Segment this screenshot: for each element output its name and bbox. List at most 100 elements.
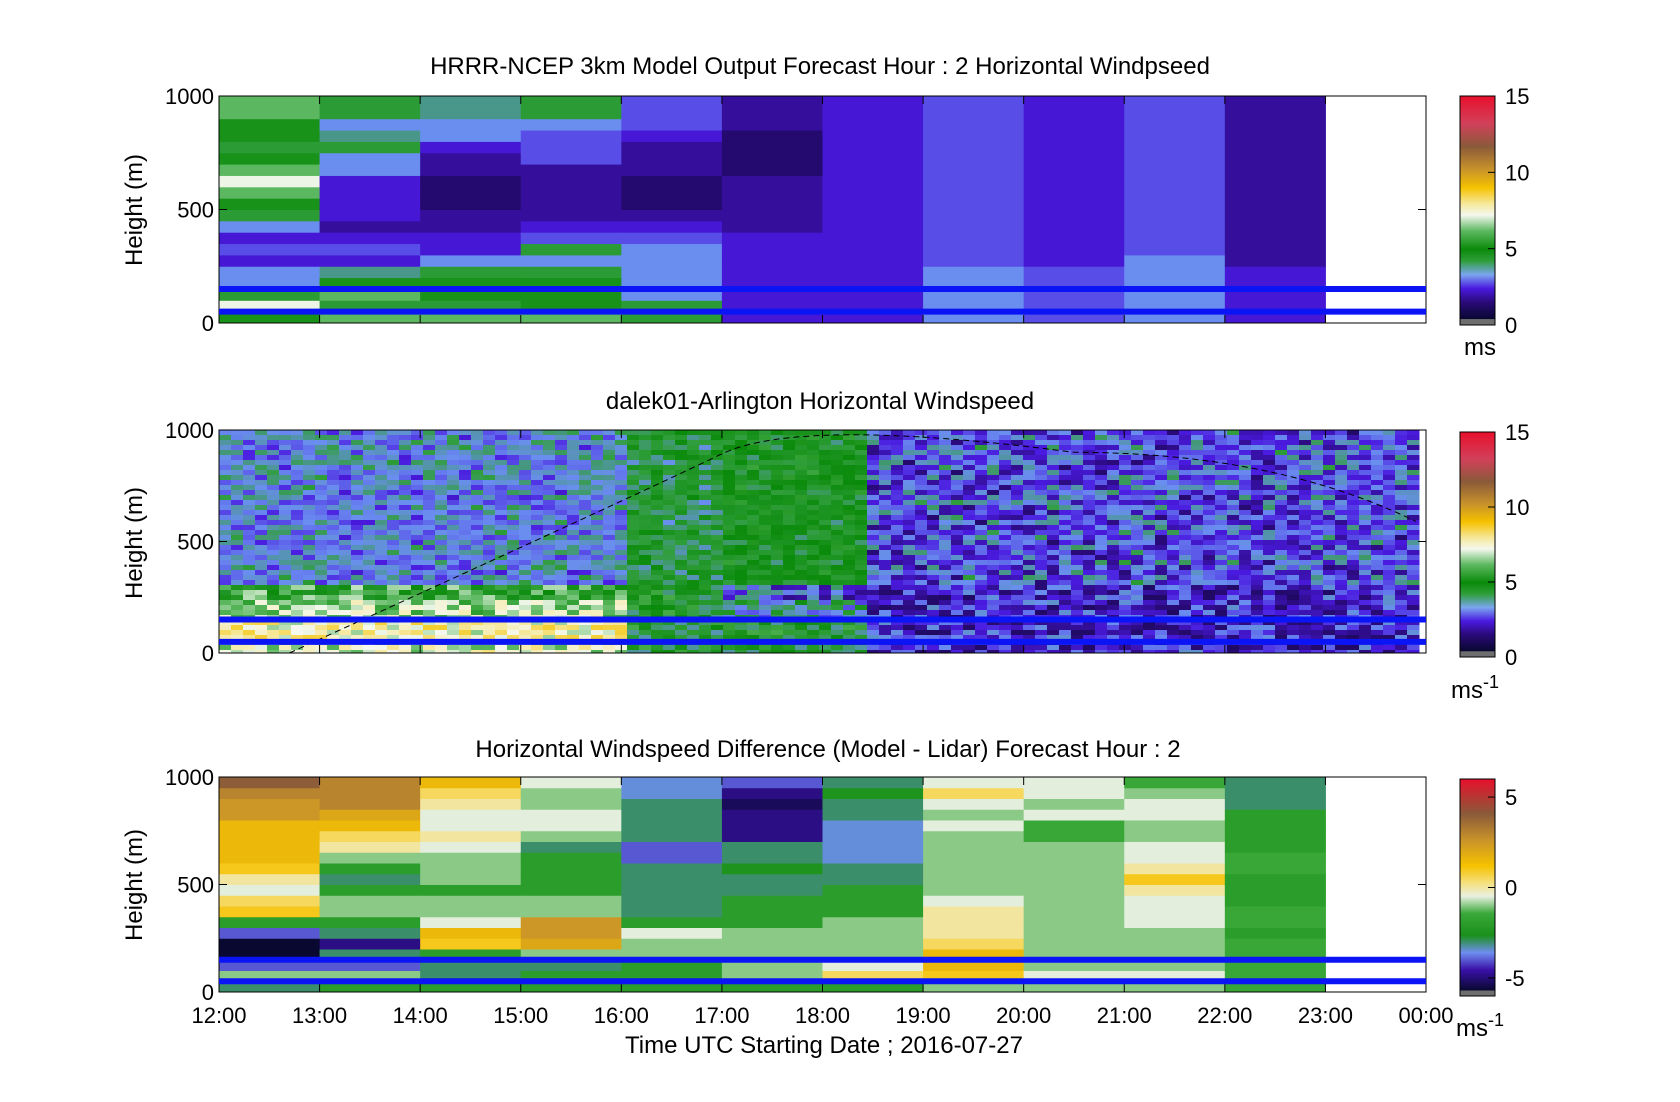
heatmap-cell — [615, 570, 628, 576]
heatmap-cell — [507, 525, 520, 531]
heatmap-cell — [939, 555, 952, 561]
heatmap-cell — [567, 490, 580, 496]
heatmap-cell — [831, 490, 844, 496]
heatmap-cell — [495, 470, 508, 476]
heatmap-cell — [721, 916, 823, 928]
heatmap-cell — [723, 595, 736, 601]
heatmap-cell — [771, 620, 784, 626]
heatmap-cell — [399, 600, 412, 606]
heatmap-cell — [363, 545, 376, 551]
heatmap-cell — [520, 186, 622, 199]
heatmap-cell — [1095, 430, 1108, 436]
heatmap-cell — [579, 465, 592, 471]
heatmap-cell — [771, 630, 784, 636]
heatmap-cell — [231, 465, 244, 471]
heatmap-cell — [1263, 580, 1276, 586]
heatmap-cell — [387, 480, 400, 486]
heatmap-cells — [219, 96, 1326, 323]
heatmap-cell — [411, 450, 424, 456]
heatmap-cell — [1263, 625, 1276, 631]
heatmap-cell — [435, 505, 448, 511]
y-tick-label: 500 — [177, 198, 214, 223]
heatmap-cell — [795, 550, 808, 556]
heatmap-cell — [1263, 495, 1276, 501]
heatmap-cell — [735, 495, 748, 501]
heatmap-cell — [219, 777, 321, 789]
heatmap-cell — [1407, 430, 1420, 436]
heatmap-cell — [519, 560, 532, 566]
heatmap-cell — [1095, 495, 1108, 501]
heatmap-cell — [747, 510, 760, 516]
heatmap-cell — [891, 645, 904, 651]
heatmap-cell — [579, 555, 592, 561]
heatmap-cell — [711, 585, 724, 591]
heatmap-cell — [1203, 585, 1216, 591]
heatmap-cell — [651, 515, 664, 521]
heatmap-cell — [495, 570, 508, 576]
heatmap-cell — [279, 515, 292, 521]
heatmap-cell — [1371, 575, 1384, 581]
heatmap-cell — [1227, 550, 1240, 556]
heatmap-cell — [819, 520, 832, 526]
heatmap-cell — [447, 545, 460, 551]
heatmap-cell — [891, 595, 904, 601]
heatmap-cell — [459, 465, 472, 471]
heatmap-cell — [621, 938, 723, 950]
heatmap-cell — [1107, 535, 1120, 541]
heatmap-cell — [483, 525, 496, 531]
heatmap-cell — [1203, 485, 1216, 491]
heatmap-cell — [759, 455, 772, 461]
heatmap-cell — [303, 510, 316, 516]
heatmap-cell — [267, 500, 280, 506]
heatmap-cell — [1023, 625, 1036, 631]
heatmap-cell — [495, 505, 508, 511]
heatmap-cell — [1119, 595, 1132, 601]
heatmap-cell — [1239, 495, 1252, 501]
heatmap-cell — [831, 480, 844, 486]
heatmap-cell — [1203, 595, 1216, 601]
heatmap-cell — [999, 540, 1012, 546]
heatmap-cell — [939, 550, 952, 556]
heatmap-cell — [231, 525, 244, 531]
heatmap-cell — [1311, 575, 1324, 581]
heatmap-cell — [999, 530, 1012, 536]
heatmap-cell — [291, 450, 304, 456]
heatmap-cell — [621, 830, 723, 842]
heatmap-cell — [1323, 500, 1336, 506]
heatmap-cell — [231, 540, 244, 546]
heatmap-cell — [927, 490, 940, 496]
heatmap-cell — [603, 620, 616, 626]
heatmap-cell — [1143, 595, 1156, 601]
heatmap-cell — [591, 440, 604, 446]
heatmap-cell — [1023, 480, 1036, 486]
heatmap-cell — [675, 540, 688, 546]
heatmap-cell — [735, 505, 748, 511]
heatmap-cell — [435, 430, 448, 436]
heatmap-cell — [699, 510, 712, 516]
heatmap-cell — [867, 635, 880, 641]
heatmap-cell — [867, 580, 880, 586]
heatmap-cell — [1131, 645, 1144, 651]
heatmap-cell — [1299, 445, 1312, 451]
heatmap-cell — [879, 530, 892, 536]
heatmap-cell — [747, 555, 760, 561]
heatmap-cell — [867, 590, 880, 596]
heatmap-cell — [1263, 590, 1276, 596]
heatmap-cell — [591, 445, 604, 451]
heatmap-cell — [315, 505, 328, 511]
heatmap-cell — [303, 565, 316, 571]
heatmap-cell — [699, 460, 712, 466]
heatmap-cell — [1059, 455, 1072, 461]
heatmap-cell — [1179, 460, 1192, 466]
heatmap-cell — [951, 600, 964, 606]
heatmap-cell — [621, 118, 723, 131]
heatmap-cell — [420, 130, 522, 142]
heatmap-cell — [855, 540, 868, 546]
heatmap-cell — [315, 610, 328, 616]
heatmap-cell — [1167, 500, 1180, 506]
heatmap-cell — [1383, 545, 1396, 551]
heatmap-cell — [303, 635, 316, 641]
heatmap-cell — [1095, 540, 1108, 546]
heatmap-cell — [759, 575, 772, 581]
heatmap-cell — [1035, 545, 1048, 551]
